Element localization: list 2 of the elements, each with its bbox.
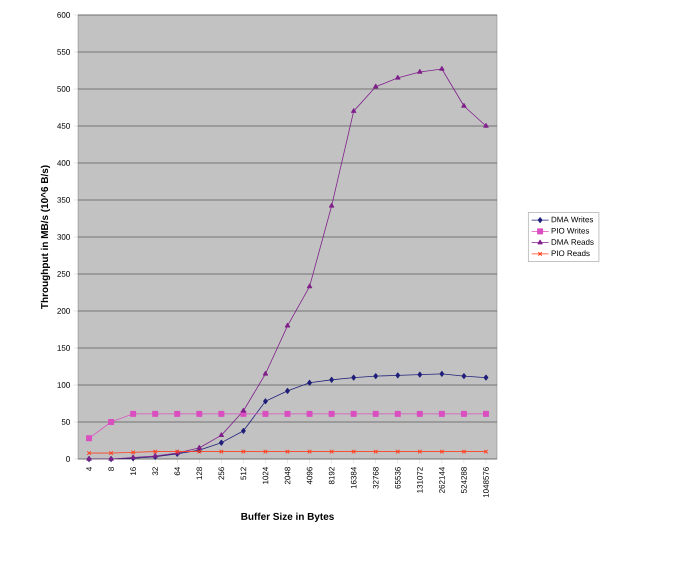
y-axis-title: Throughput in MB/s (10^6 B/s) <box>40 165 50 309</box>
x-axis-title: Buffer Size in Bytes <box>241 512 334 522</box>
